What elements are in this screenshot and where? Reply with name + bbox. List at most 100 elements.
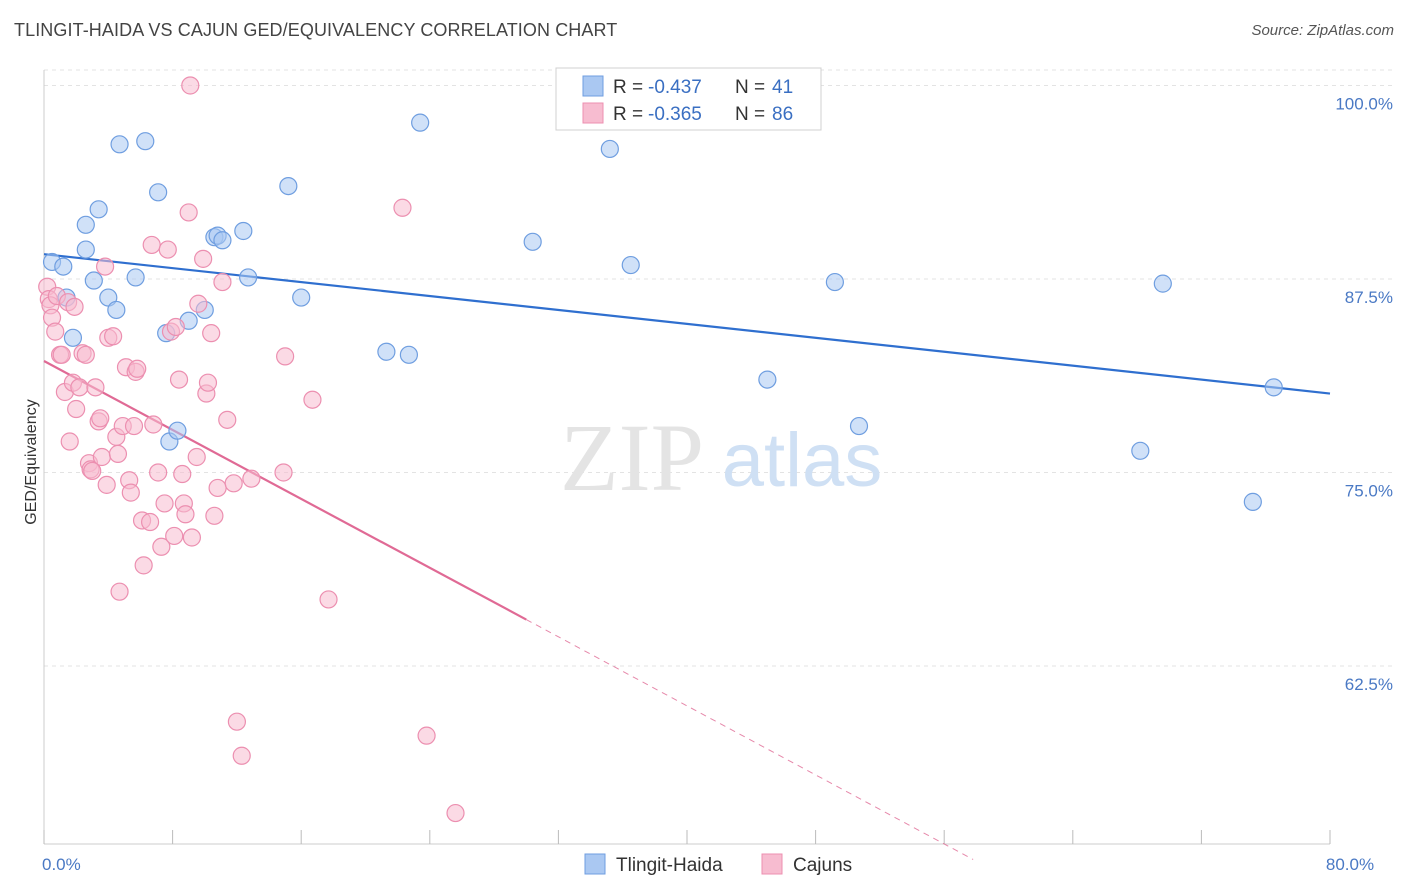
point-tlingit-haida-26 bbox=[377, 342, 396, 361]
legend-r-value-1: -0.437 bbox=[648, 77, 702, 98]
bottom-legend-swatch-tlingit-haida bbox=[584, 853, 606, 875]
point-cajuns-23 bbox=[92, 447, 111, 467]
point-cajuns-55 bbox=[181, 76, 200, 95]
y-tick-label-1: 87.5% bbox=[1345, 288, 1393, 307]
x-tick-label-0: 0.0% bbox=[42, 855, 81, 874]
point-cajuns-10 bbox=[60, 432, 79, 451]
point-tlingit-haida-4 bbox=[76, 240, 95, 259]
point-cajuns-12 bbox=[65, 297, 84, 316]
x-tick-label-1: 80.0% bbox=[1326, 855, 1374, 874]
y-tick-label-0: 100.0% bbox=[1335, 94, 1393, 113]
trend-line-tlingit-haida bbox=[43, 253, 1331, 395]
trend-lines bbox=[43, 253, 1331, 860]
point-tlingit-haida-1 bbox=[54, 257, 73, 276]
point-tlingit-haida-23 bbox=[239, 268, 258, 287]
legend-r-label-1: R = bbox=[613, 77, 643, 98]
point-tlingit-haida-6 bbox=[84, 271, 103, 290]
point-tlingit-haida-38 bbox=[1243, 492, 1262, 511]
point-cajuns-34 bbox=[121, 483, 140, 502]
point-tlingit-haida-5 bbox=[76, 215, 95, 234]
point-cajuns-69 bbox=[232, 746, 251, 765]
y-axis-label: GED/Equivalency bbox=[23, 399, 40, 524]
point-tlingit-haida-13 bbox=[149, 183, 168, 202]
point-cajuns-74 bbox=[319, 590, 338, 609]
point-cajuns-7 bbox=[52, 345, 71, 364]
y-tick-label-2: 75.0% bbox=[1345, 481, 1393, 500]
point-cajuns-39 bbox=[134, 556, 153, 575]
point-cajuns-40 bbox=[140, 512, 160, 532]
point-tlingit-haida-21 bbox=[213, 231, 232, 250]
point-cajuns-29 bbox=[108, 444, 128, 464]
point-cajuns-25 bbox=[97, 475, 116, 494]
point-tlingit-haida-37 bbox=[1264, 378, 1283, 397]
legend-swatch-cajuns bbox=[582, 102, 604, 124]
bottom-legend: Tlingit-Haida Cajuns bbox=[584, 853, 852, 876]
point-cajuns-63 bbox=[205, 506, 224, 525]
point-cajuns-58 bbox=[189, 294, 208, 313]
point-tlingit-haida-30 bbox=[600, 139, 619, 159]
point-cajuns-37 bbox=[128, 359, 147, 378]
gridlines bbox=[44, 69, 1392, 667]
watermark: ZIP atlas bbox=[560, 404, 882, 511]
point-tlingit-haida-32 bbox=[758, 370, 777, 389]
axes bbox=[43, 70, 1331, 845]
legend-n-value-2: 86 bbox=[772, 104, 793, 125]
point-cajuns-56 bbox=[182, 528, 201, 547]
point-cajuns-68 bbox=[227, 712, 246, 731]
point-cajuns-42 bbox=[144, 415, 163, 434]
point-tlingit-haida-31 bbox=[621, 255, 640, 275]
legend-r-label-2: R = bbox=[613, 104, 643, 125]
point-cajuns-20 bbox=[86, 378, 105, 397]
point-cajuns-16 bbox=[76, 345, 95, 364]
point-tlingit-haida-28 bbox=[411, 113, 430, 132]
point-tlingit-haida-16 bbox=[168, 421, 187, 440]
point-cajuns-73 bbox=[303, 390, 322, 409]
point-cajuns-67 bbox=[224, 474, 243, 493]
legend-n-label-2: N = bbox=[735, 104, 765, 125]
point-tlingit-haida-22 bbox=[234, 221, 253, 241]
point-cajuns-65 bbox=[213, 272, 232, 292]
y-tick-label-3: 62.5% bbox=[1345, 675, 1393, 694]
point-cajuns-53 bbox=[176, 505, 195, 524]
y-tick-labels: 100.0% 87.5% 75.0% 62.5% bbox=[1335, 94, 1393, 694]
legend-swatch-tlingit-haida bbox=[582, 75, 604, 97]
point-tlingit-haida-25 bbox=[292, 288, 311, 307]
point-cajuns-35 bbox=[124, 416, 144, 436]
point-cajuns-4 bbox=[46, 322, 65, 341]
point-cajuns-49 bbox=[166, 317, 185, 337]
point-tlingit-haida-36 bbox=[1131, 441, 1150, 460]
point-cajuns-71 bbox=[274, 463, 293, 482]
point-tlingit-haida-29 bbox=[523, 232, 542, 251]
point-cajuns-70 bbox=[242, 469, 261, 488]
point-cajuns-75 bbox=[393, 198, 412, 217]
point-cajuns-24 bbox=[95, 257, 115, 276]
point-cajuns-77 bbox=[446, 803, 465, 823]
point-cajuns-46 bbox=[158, 240, 177, 259]
point-tlingit-haida-34 bbox=[849, 416, 869, 436]
point-cajuns-48 bbox=[165, 526, 184, 546]
point-cajuns-13 bbox=[67, 399, 86, 419]
bottom-legend-label-tlingit-haida: Tlingit-Haida bbox=[616, 855, 723, 876]
point-cajuns-45 bbox=[155, 494, 174, 513]
point-cajuns-27 bbox=[104, 327, 123, 346]
point-cajuns-62 bbox=[202, 324, 221, 343]
point-tlingit-haida-7 bbox=[89, 200, 108, 219]
point-cajuns-61 bbox=[198, 373, 218, 392]
point-tlingit-haida-11 bbox=[126, 268, 145, 287]
legend-n-value-1: 41 bbox=[772, 77, 793, 98]
legend-n-label-1: N = bbox=[735, 77, 765, 98]
point-cajuns-44 bbox=[152, 537, 171, 556]
legend-r-value-2: -0.365 bbox=[648, 104, 702, 125]
point-cajuns-57 bbox=[187, 447, 206, 467]
bottom-legend-label-cajuns: Cajuns bbox=[793, 855, 852, 876]
chart-title: TLINGIT-HAIDA VS CAJUN GED/EQUIVALENCY C… bbox=[14, 20, 618, 40]
data-points bbox=[38, 76, 1283, 823]
trend-extension-cajuns bbox=[526, 619, 974, 860]
point-tlingit-haida-35 bbox=[1153, 274, 1172, 293]
point-tlingit-haida-27 bbox=[399, 345, 419, 364]
point-cajuns-22 bbox=[91, 409, 110, 428]
point-tlingit-haida-3 bbox=[63, 328, 83, 347]
watermark-zip: ZIP bbox=[560, 404, 704, 511]
point-cajuns-43 bbox=[149, 463, 168, 482]
